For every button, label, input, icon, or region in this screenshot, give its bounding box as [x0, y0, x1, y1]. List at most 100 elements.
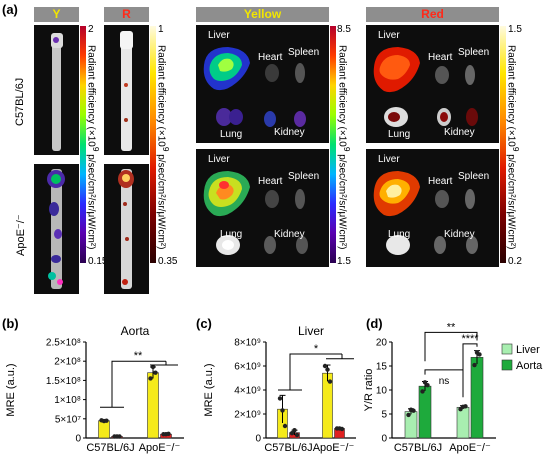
- significance-bracket: [278, 353, 354, 391]
- colorbar-y-title: Radiant efficiency (×109 p/sec/cm²/sr/μW…: [85, 45, 101, 250]
- chart-title: Liver: [298, 324, 324, 338]
- image-y-apoe: [34, 164, 79, 294]
- colorbar-r: [150, 26, 156, 263]
- y-tick-label: 20: [376, 338, 388, 349]
- chart-title: Aorta: [121, 324, 150, 338]
- organ-spleen-label: Spleen: [458, 171, 490, 182]
- colorbar-r-max: 1: [158, 24, 164, 35]
- legend-swatch: [501, 359, 513, 371]
- image-red-c57: Liver Heart Spleen Lung Kidney: [366, 25, 499, 143]
- colorbar-yellow: [330, 26, 336, 263]
- data-point: [325, 367, 330, 372]
- organ-liver-label: Liver: [208, 154, 230, 165]
- y-axis-label: MRE (a.u.): [203, 363, 215, 416]
- header-yellow: Yellow: [196, 7, 329, 22]
- chart-aorta: Aorta MRE (a.u.) 0 5×10⁷ 1×10⁸ 1.5×10⁸ 2×10⁸ 2.…: [5, 324, 184, 454]
- colorbar-red-max: 1.5: [508, 24, 522, 35]
- legend-label: Liver: [516, 344, 540, 356]
- bar: [418, 385, 432, 439]
- y-tick-label: 5×10⁷: [55, 414, 82, 425]
- organ-kidney-label: Kidney: [444, 127, 475, 138]
- data-point: [104, 418, 109, 423]
- organ-lung-label: Lung: [220, 129, 243, 140]
- data-point: [150, 364, 156, 370]
- organ-kidney-label: Kidney: [444, 229, 475, 240]
- y-tick-label: 5: [381, 410, 387, 421]
- data-point: [425, 383, 430, 388]
- organ-liver-label: Liver: [378, 30, 400, 41]
- significance-bracket: [424, 331, 478, 362]
- panel-d-label: (d): [366, 316, 383, 331]
- y-tick-label: 1×10⁸: [54, 395, 81, 406]
- y-axis-label: Y/R ratio: [363, 369, 375, 412]
- organ-liver-label: Liver: [378, 154, 400, 165]
- panel-b-label: (b): [2, 316, 19, 331]
- data-point: [422, 380, 428, 385]
- data-point: [406, 412, 411, 418]
- data-point: [411, 408, 416, 413]
- image-r-apoe: [104, 164, 149, 294]
- significance-bracket: [462, 343, 478, 398]
- data-point: [277, 396, 283, 401]
- y-tick-label: 0: [255, 434, 261, 445]
- x-tick-label: C57BL/6J: [264, 442, 312, 454]
- data-point: [117, 434, 122, 439]
- significance-label: ns: [439, 376, 450, 387]
- data-point: [420, 389, 425, 394]
- organ-lung-label: Lung: [388, 129, 411, 140]
- organ-heart-label: Heart: [428, 176, 453, 187]
- significance-label: **: [134, 350, 143, 362]
- header-red: Red: [366, 7, 499, 22]
- y-tick-label: 8×10⁹: [234, 338, 261, 349]
- data-point: [166, 431, 171, 436]
- chart-liver: Liver MRE (a.u.) 0 2×10⁹ 4×10⁹ 6×10⁹ 8×10⁹ C57B…: [203, 324, 356, 454]
- bar: [456, 406, 470, 439]
- y-tick-label: 0: [381, 434, 387, 445]
- image-y-c57: [34, 25, 79, 155]
- colorbar-yellow-min: 1.5: [337, 256, 351, 267]
- data-point: [327, 379, 333, 384]
- image-red-apoe: Liver Heart Spleen Lung Kidney: [366, 149, 499, 267]
- image-yellow-apoe: Liver Heart Spleen Lung Kidney: [196, 149, 329, 267]
- legend-label: Aorta: [516, 360, 543, 372]
- organ-liver-label: Liver: [208, 30, 230, 41]
- y-tick-label: 0: [75, 434, 81, 445]
- data-point: [463, 404, 468, 409]
- y-axis-label: MRE (a.u.): [5, 363, 17, 416]
- data-point: [153, 370, 158, 375]
- panel-a-label: (a): [2, 2, 18, 17]
- x-tick-label: ApoE⁻/⁻: [449, 442, 491, 454]
- image-r-c57: [104, 25, 149, 155]
- organ-lung-label: Lung: [220, 229, 243, 240]
- significance-label: ****: [461, 333, 479, 345]
- data-point: [294, 432, 300, 438]
- organ-spleen-label: Spleen: [288, 171, 320, 182]
- colorbar-y-max: 2: [88, 24, 94, 35]
- data-point: [292, 428, 297, 433]
- data-point: [322, 363, 328, 369]
- y-tick-label: 6×10⁹: [234, 362, 261, 373]
- organ-heart-label: Heart: [258, 176, 283, 187]
- data-point: [472, 362, 477, 368]
- y-tick-label: 2×10⁹: [234, 410, 261, 421]
- bar: [98, 420, 110, 439]
- colorbar-y-min: 0.15: [88, 256, 108, 267]
- colorbar-yellow-max: 8.5: [337, 24, 351, 35]
- significance-label: **: [447, 321, 456, 333]
- organ-kidney-label: Kidney: [274, 229, 305, 240]
- y-tick-label: 1.5×10⁸: [46, 376, 81, 387]
- y-tick-label: 2×10⁸: [54, 357, 81, 368]
- data-point: [282, 423, 288, 429]
- colorbar-y: [80, 26, 86, 263]
- data-point: [339, 426, 345, 432]
- y-tick-label: 2.5×10⁸: [46, 338, 81, 349]
- colorbar-yellow-title: Radiant efficiency (×109 p/sec/cm²/sr/μW…: [336, 45, 352, 250]
- x-tick-label: C57BL/6J: [86, 442, 134, 454]
- row-label-apoe: ApoE⁻/⁻: [15, 214, 27, 256]
- data-point: [289, 431, 295, 436]
- y-tick-label: 4×10⁹: [234, 386, 261, 397]
- y-tick-label: 15: [376, 362, 388, 373]
- organ-heart-label: Heart: [258, 52, 283, 63]
- organ-spleen-label: Spleen: [288, 47, 320, 58]
